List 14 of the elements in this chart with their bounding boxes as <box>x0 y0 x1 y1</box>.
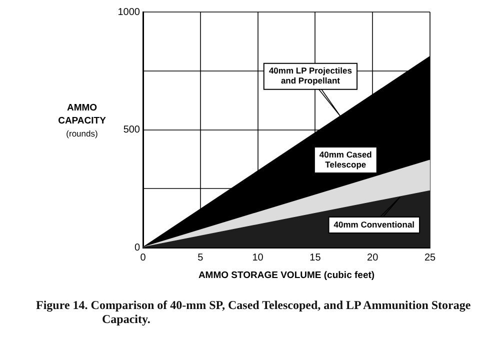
x-tick-label: 25 <box>424 252 436 264</box>
x-tick-label: 15 <box>310 252 322 264</box>
x-tick-label: 20 <box>367 252 379 264</box>
text: Figure 14. Comparison of 40-mm SP, Cased Telescoped, and LP Ammunition Storage Capacity. <box>36 298 472 326</box>
annotation: 40mm Conventional <box>334 219 415 230</box>
y-tick-label: 500 <box>123 124 140 136</box>
y-tick-label: 1000 <box>118 6 140 18</box>
annotation: 40mm Cased Telescope <box>319 149 372 170</box>
x-tick-label: 10 <box>252 252 264 264</box>
annotation: 40mm LP Projectiles and Propellant <box>268 66 352 86</box>
x-axis-title: AMMO STORAGE VOLUME (cubic feet) <box>198 270 375 281</box>
y-tick-label: 0 <box>134 242 140 254</box>
x-tick-label: 5 <box>198 252 204 264</box>
y-axis-title: AMMO CAPACITY (rounds) <box>58 102 107 138</box>
